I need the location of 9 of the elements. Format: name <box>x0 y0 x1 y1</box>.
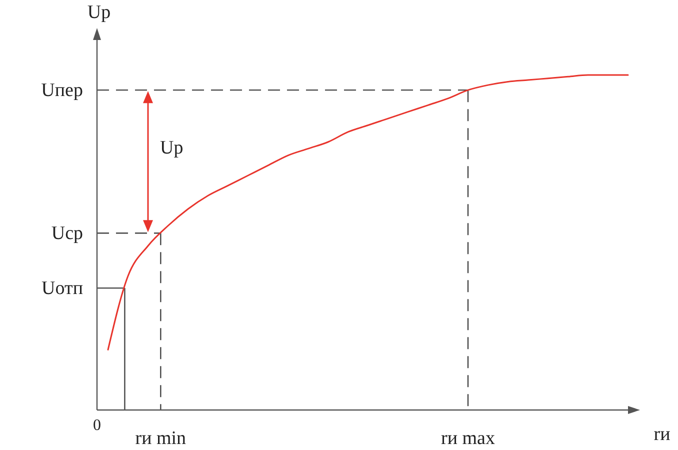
ref-line-label: Uотп <box>42 278 83 300</box>
ref-line-label: Uср <box>51 223 83 244</box>
text: rи max <box>441 428 496 449</box>
annotation: Uр <box>160 138 184 159</box>
text: rи min <box>135 428 187 449</box>
y-axis-title: Uр <box>87 2 111 23</box>
text: 0 <box>93 417 101 434</box>
ref-line-label: Uпер <box>41 80 83 102</box>
x-axis-title: rи <box>654 424 670 445</box>
